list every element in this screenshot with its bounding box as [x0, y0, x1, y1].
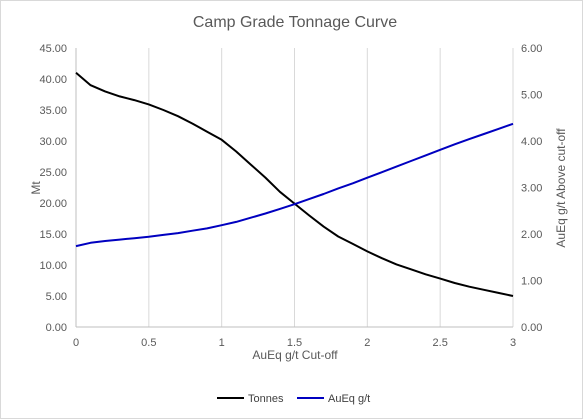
y2-tick-label: 3.00 — [521, 183, 542, 195]
legend-label-aueq: AuEq g/t — [328, 393, 370, 405]
y-axis-title: Mt — [29, 181, 43, 195]
y2-axis-title: AuEq g/t Above cut-off — [554, 128, 568, 248]
x-tick-label: 1.5 — [287, 337, 302, 349]
y2-tick-label: 5.00 — [521, 90, 542, 102]
y-tick-label: 20.00 — [39, 198, 67, 210]
y2-tick-label: 6.00 — [521, 43, 542, 55]
y2-tick-labels: 0.00 1.00 2.00 3.00 4.00 5.00 6.00 — [521, 43, 542, 334]
series-lines — [75, 72, 514, 297]
legend: Tonnes AuEq g/t — [217, 393, 370, 405]
y-tick-label: 40.00 — [39, 74, 67, 86]
x-tick-label: 0 — [73, 337, 79, 349]
x-axis-title: AuEq g/t Cut-off — [252, 348, 338, 362]
y-tick-label: 10.00 — [39, 260, 67, 272]
aueq-grade-line — [75, 122, 514, 248]
y-tick-label: 15.00 — [39, 229, 67, 241]
x-tick-label: 2.5 — [433, 337, 448, 349]
y-tick-label: 35.00 — [39, 105, 67, 117]
x-tick-labels: 0 0.5 1 1.5 2 2.5 3 — [73, 337, 516, 349]
y-tick-label: 0.00 — [46, 322, 67, 334]
x-tick-label: 1 — [219, 337, 225, 349]
chart-title: Camp Grade Tonnage Curve — [193, 14, 397, 31]
y2-tick-label: 2.00 — [521, 229, 542, 241]
x-tick-label: 2 — [364, 337, 370, 349]
y-tick-label: 30.00 — [39, 136, 67, 148]
x-tick-label: 3 — [510, 337, 516, 349]
y2-tick-label: 1.00 — [521, 276, 542, 288]
y-tick-label: 5.00 — [46, 291, 67, 303]
x-tick-label: 0.5 — [141, 337, 156, 349]
y-tick-labels: 0.00 5.00 10.00 15.00 20.00 25.00 30.00 35.00 40… — [39, 43, 67, 334]
y2-tick-label: 4.00 — [521, 136, 542, 148]
gridlines — [75, 48, 514, 328]
y2-tick-label: 0.00 — [521, 322, 542, 334]
y-tick-label: 45.00 — [39, 43, 67, 55]
legend-label-tonnes: Tonnes — [248, 393, 284, 405]
y-tick-label: 25.00 — [39, 167, 67, 179]
